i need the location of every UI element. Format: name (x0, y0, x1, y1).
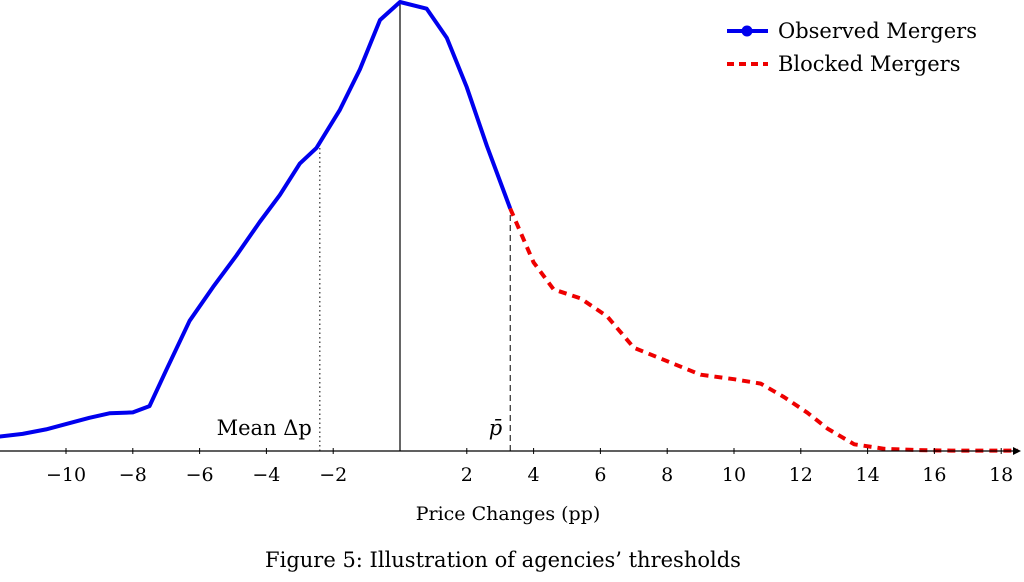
series-blocked-mergers-line (508, 207, 1018, 453)
x-tick-label: 14 (856, 464, 880, 486)
legend-label-observed: Observed Mergers (778, 19, 977, 43)
legend-label-blocked: Blocked Mergers (778, 52, 960, 76)
x-tick-label: 12 (789, 464, 813, 486)
mean-delta-p-label: Mean Δp (217, 416, 312, 440)
x-tick-label: −10 (46, 464, 86, 486)
x-tick-label: −6 (186, 464, 214, 486)
x-tick-label: 8 (661, 464, 673, 486)
figure-caption: Figure 5: Illustration of agencies’ thre… (265, 548, 741, 572)
x-tick-label: 6 (594, 464, 606, 486)
x-tick-label: −8 (119, 464, 147, 486)
p-bar-label: p̄ (489, 416, 502, 440)
x-tick-label: 2 (461, 464, 473, 486)
series-observed-mergers-line (0, 0, 513, 439)
x-tick-label: −2 (319, 464, 347, 486)
x-tick-label: −4 (252, 464, 280, 486)
x-tick-label: 18 (989, 464, 1013, 486)
x-tick-label: 16 (922, 464, 946, 486)
series-layer (0, 0, 1018, 453)
x-axis-label: Price Changes (pp) (416, 503, 601, 525)
legend-marker-observed (741, 25, 753, 37)
x-tick-label: 10 (722, 464, 746, 486)
x-axis-ticks: −10 −8 −6 −4 −2 2 4 6 8 10 12 14 16 18 (46, 448, 1013, 486)
reference-lines (319, 2, 511, 451)
legend: Observed Mergers Blocked Mergers (727, 19, 977, 76)
x-tick-label: 4 (528, 464, 540, 486)
